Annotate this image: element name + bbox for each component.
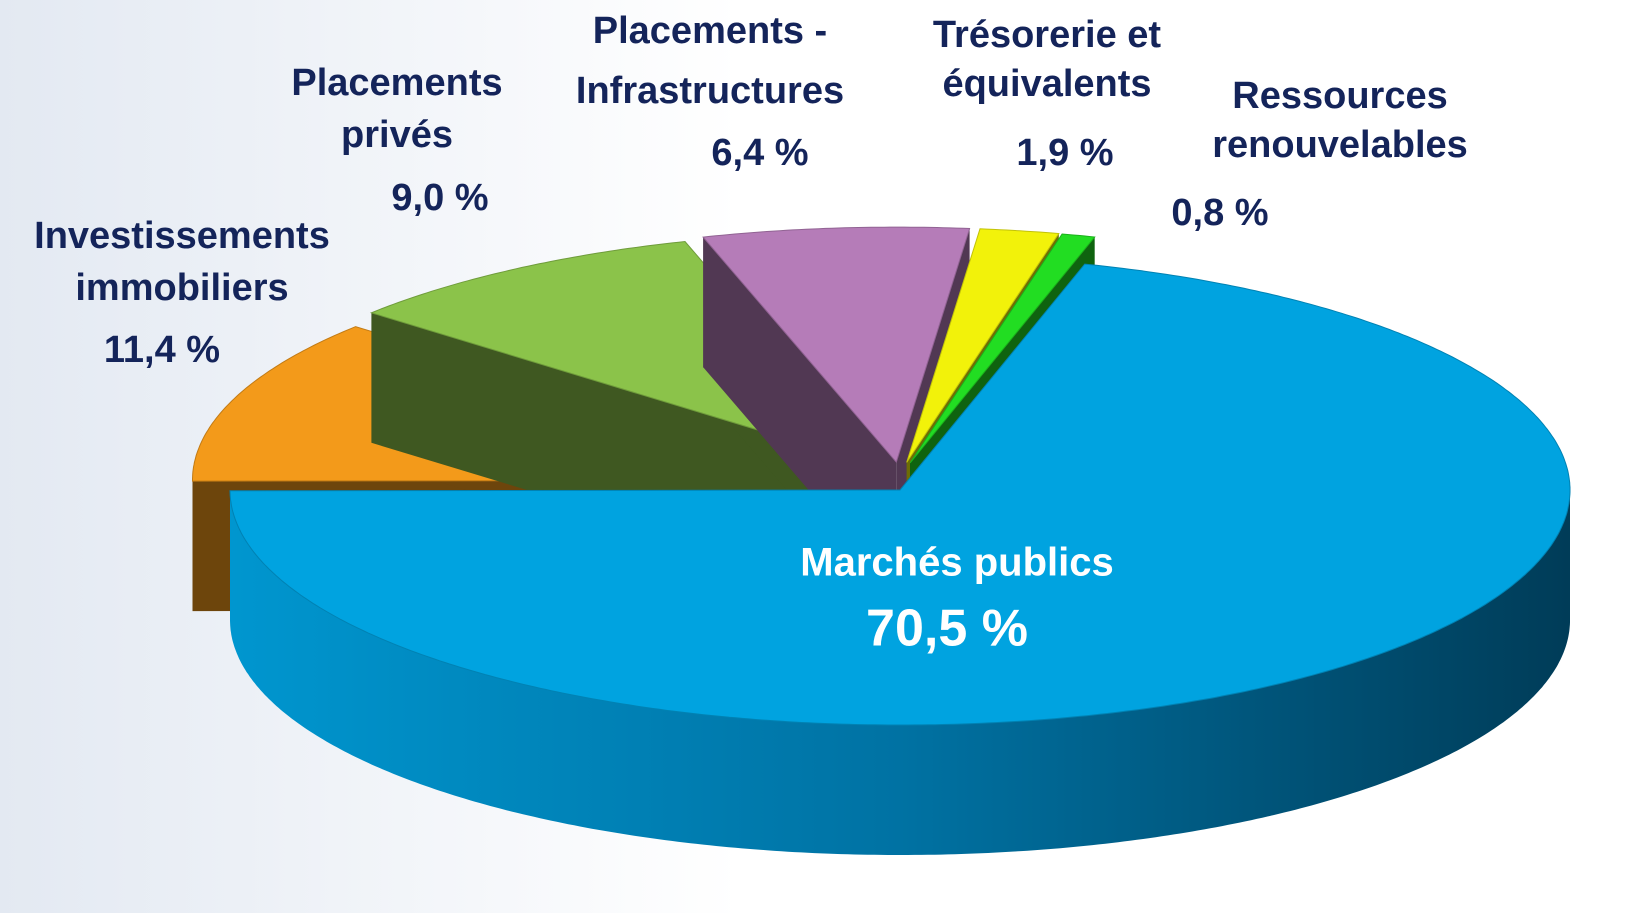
slice-label: Investissements — [34, 215, 330, 257]
slice-label: Placements - — [593, 10, 827, 52]
value-label: 1,9 % — [1016, 132, 1113, 174]
value-label: 6,4 % — [711, 132, 808, 174]
value-label: 9,0 % — [391, 177, 488, 219]
slice-label: privés — [341, 114, 453, 156]
slice-label: Ressources — [1232, 75, 1447, 117]
slice-label: Infrastructures — [576, 70, 844, 112]
slice — [229, 263, 1571, 726]
slice — [906, 228, 1060, 463]
slice-label: équivalents — [942, 63, 1151, 105]
slice-label: renouvelables — [1212, 124, 1468, 166]
slice-label: immobiliers — [75, 267, 288, 309]
slice — [702, 226, 971, 464]
value-label: 11,4 % — [104, 329, 220, 371]
value-label: 0,8 % — [1171, 192, 1268, 234]
slice-label: Trésorerie et — [933, 14, 1161, 56]
slice — [909, 233, 1096, 464]
slice-label: Marchés publics — [800, 541, 1113, 585]
value-label: 70,5 % — [866, 600, 1028, 658]
slice-label: Placements — [291, 62, 502, 104]
slice-wall — [230, 490, 1570, 855]
